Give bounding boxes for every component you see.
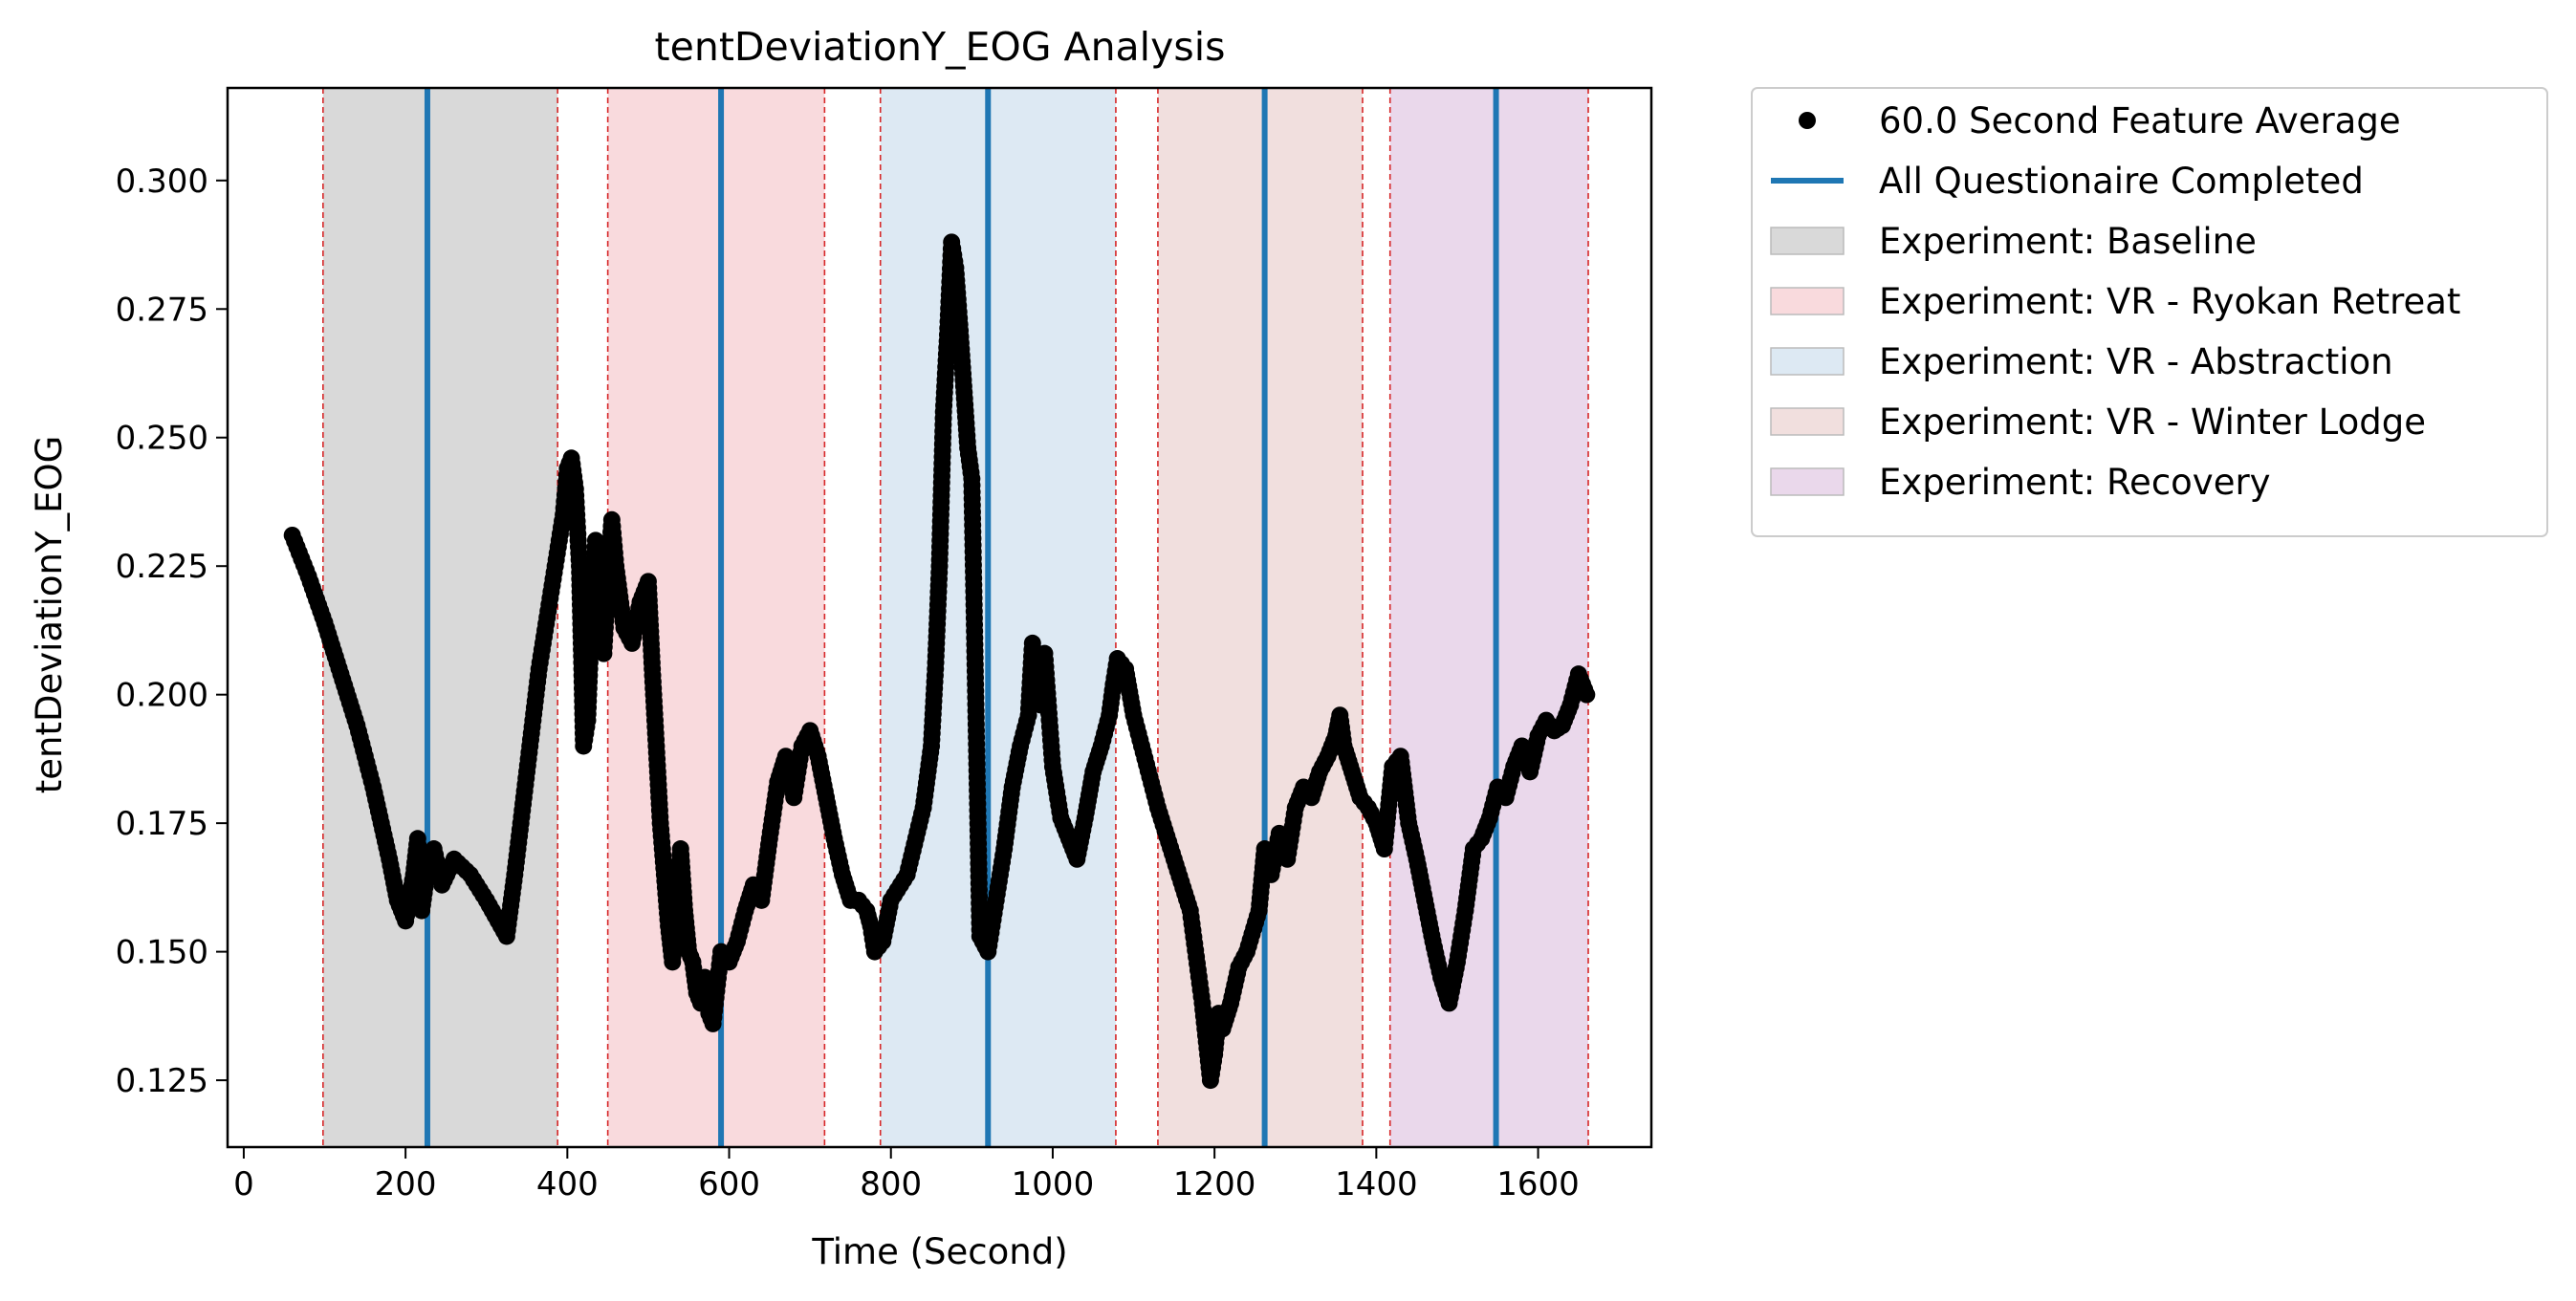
x-tick-label: 1400 bbox=[1335, 1165, 1418, 1203]
legend: 60.0 Second Feature Average All Questiona… bbox=[1751, 87, 2548, 537]
legend-swatch-phase-0 bbox=[1770, 227, 1845, 255]
legend-swatch-phase-4 bbox=[1770, 467, 1845, 496]
legend-label-phase-4: Experiment: Recovery bbox=[1879, 462, 2271, 503]
x-axis-label: Time (Second) bbox=[811, 1231, 1067, 1272]
legend-swatch-phase-3 bbox=[1770, 407, 1845, 436]
y-tick-label: 0.150 bbox=[116, 934, 208, 972]
x-tick-label: 800 bbox=[860, 1165, 922, 1203]
legend-label-phase-3: Experiment: VR - Winter Lodge bbox=[1879, 401, 2426, 443]
y-tick-label: 0.250 bbox=[116, 420, 208, 458]
y-tick-label: 0.175 bbox=[116, 805, 208, 843]
y-tick-label: 0.200 bbox=[116, 677, 208, 715]
y-tick-label: 0.300 bbox=[116, 163, 208, 201]
data-points bbox=[283, 233, 1596, 1090]
x-tick-label: 200 bbox=[375, 1165, 437, 1203]
y-tick-label: 0.225 bbox=[116, 548, 208, 586]
axes-border bbox=[226, 86, 1653, 1149]
y-tick-label: 0.125 bbox=[116, 1062, 208, 1100]
x-axis-ticks: 0 200 400 600 800 1000 1200 1400 1600 bbox=[233, 1147, 1580, 1203]
legend-label-phase-1: Experiment: VR - Ryokan Retreat bbox=[1879, 281, 2460, 322]
phase-bands bbox=[322, 88, 1589, 1147]
x-tick-label: 1600 bbox=[1496, 1165, 1580, 1203]
phase-band-0 bbox=[322, 88, 558, 1147]
x-tick-label: 1200 bbox=[1173, 1165, 1256, 1203]
phase-band-3 bbox=[1157, 88, 1363, 1147]
axes-frame bbox=[226, 86, 1653, 1149]
x-tick-label: 1000 bbox=[1012, 1165, 1095, 1203]
questionnaire-lines bbox=[424, 88, 1499, 1147]
legend-box bbox=[1751, 87, 2548, 537]
legend-swatch-phase-1 bbox=[1770, 287, 1845, 315]
phase-band-2 bbox=[880, 88, 1116, 1147]
data-point bbox=[1578, 685, 1596, 704]
y-axis-label: tentDeviationY_EOG bbox=[29, 436, 70, 793]
chart-title: tentDeviationY_EOG Analysis bbox=[655, 24, 1226, 70]
legend-label-phase-0: Experiment: Baseline bbox=[1879, 221, 2257, 262]
legend-label-points: 60.0 Second Feature Average bbox=[1879, 100, 2401, 141]
y-axis-ticks: 0.125 0.150 0.175 0.200 0.225 0.250 0.275 0.300 bbox=[116, 163, 228, 1100]
x-tick-label: 400 bbox=[536, 1165, 599, 1203]
legend-label-questionnaire: All Questionaire Completed bbox=[1879, 161, 2364, 202]
x-tick-label: 600 bbox=[698, 1165, 760, 1203]
legend-marker-points bbox=[1799, 112, 1816, 129]
x-tick-label: 0 bbox=[233, 1165, 254, 1203]
legend-label-phase-2: Experiment: VR - Abstraction bbox=[1879, 341, 2393, 382]
legend-swatch-phase-2 bbox=[1770, 347, 1845, 376]
y-tick-label: 0.275 bbox=[116, 291, 208, 329]
phase-band-4 bbox=[1389, 88, 1589, 1147]
